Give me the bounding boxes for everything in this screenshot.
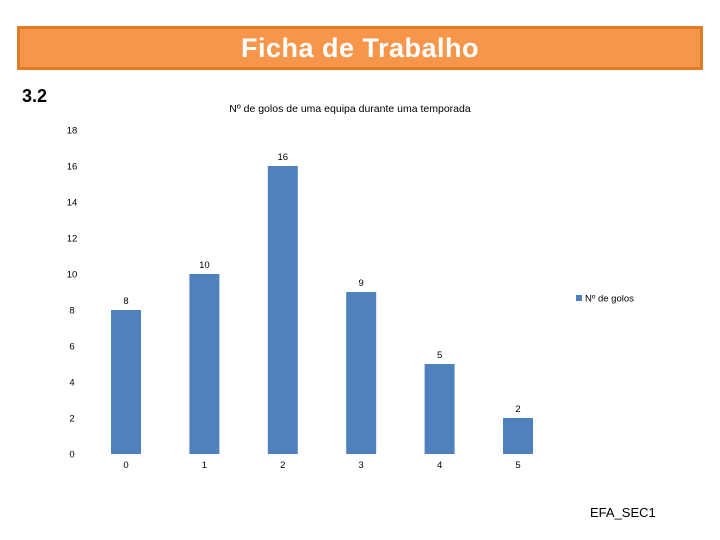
- y-tick-label: 10: [67, 270, 78, 281]
- x-tick-label: 3: [359, 460, 364, 471]
- bars-group: [111, 166, 533, 454]
- y-tick-label: 16: [67, 162, 78, 173]
- x-tick-label: 1: [202, 460, 207, 471]
- section-number: 3.2: [22, 86, 48, 106]
- y-tick-label: 0: [69, 450, 74, 461]
- bar: [267, 166, 298, 454]
- y-tick-label: 14: [67, 198, 78, 209]
- footer-code: EFA_SEC1: [590, 505, 656, 520]
- data-label: 9: [359, 278, 364, 289]
- data-label: 16: [278, 152, 289, 163]
- bar: [503, 418, 533, 454]
- legend-label: Nº de golos: [585, 294, 634, 305]
- y-tick-label: 12: [67, 234, 78, 245]
- y-tick-label: 6: [69, 342, 74, 353]
- x-tick-label: 4: [437, 460, 442, 471]
- bar: [346, 292, 377, 454]
- x-tick-label: 5: [515, 460, 520, 471]
- y-tick-label: 4: [69, 378, 74, 389]
- legend-swatch: [576, 295, 582, 301]
- data-label: 5: [437, 350, 442, 361]
- title-banner: Ficha de Trabalho: [17, 26, 703, 70]
- bar: [189, 274, 220, 454]
- bar: [424, 364, 455, 454]
- x-tick-label: 2: [280, 460, 285, 471]
- y-tick-label: 18: [67, 126, 78, 137]
- x-tick-label: 0: [123, 460, 128, 471]
- y-tick-label: 2: [69, 414, 74, 425]
- data-labels: 8 10 16 9 5 2: [123, 152, 520, 415]
- data-label: 8: [123, 296, 128, 307]
- chart-title: Nº de golos de uma equipa durante uma te…: [229, 103, 471, 115]
- data-label: 10: [199, 260, 210, 271]
- y-axis-ticks: 0 2 4 6 8 10 12 14 16 18: [67, 126, 78, 461]
- bar: [111, 310, 141, 454]
- y-tick-label: 8: [69, 306, 74, 317]
- data-label: 2: [515, 404, 520, 415]
- x-axis-ticks: 0 1 2 3 4 5: [123, 460, 520, 471]
- page-title: Ficha de Trabalho: [240, 32, 480, 63]
- legend: Nº de golos: [576, 294, 634, 305]
